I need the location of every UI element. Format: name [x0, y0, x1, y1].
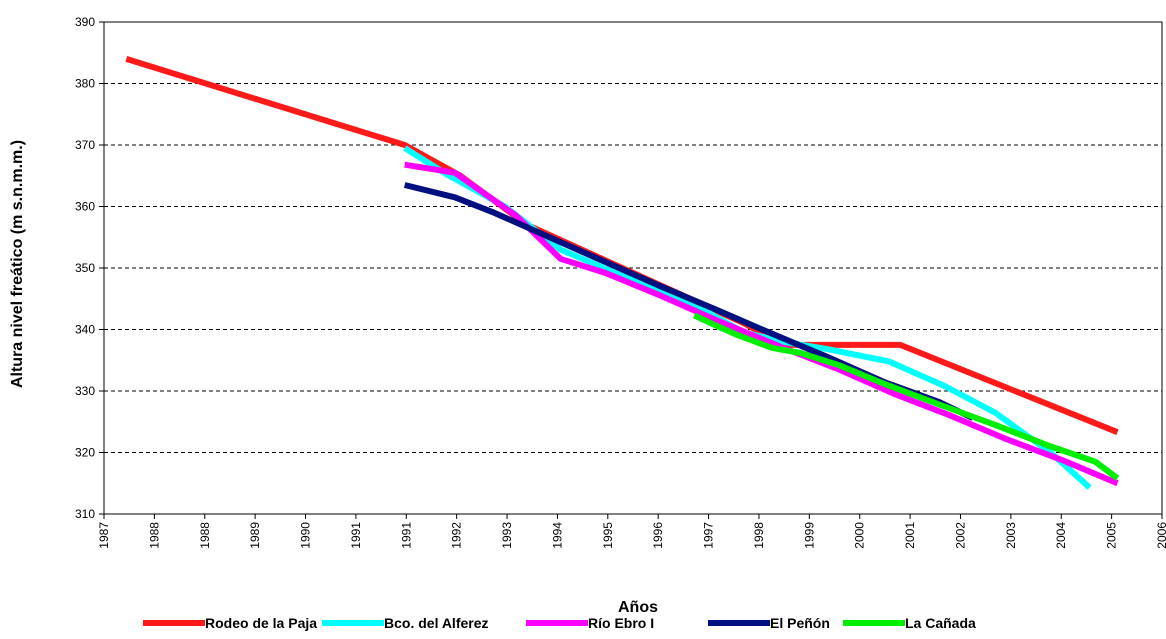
y-tick-label-320: 320	[75, 446, 95, 460]
x-tick-label-9: 1994	[550, 522, 564, 549]
y-tick-label-330: 330	[75, 384, 95, 398]
x-tick-label-13: 1998	[752, 522, 766, 549]
y-tick-label-360: 360	[75, 200, 95, 214]
legend-label-1: Rodeo de la Paja	[205, 615, 317, 631]
x-tick-label-1: 1988	[147, 522, 161, 549]
x-tick-label-14: 1999	[802, 522, 816, 549]
gridlines	[104, 83, 1162, 453]
y-tick-label-340: 340	[75, 323, 95, 337]
x-tick-label-10: 1995	[601, 522, 615, 549]
x-tick-label-5: 1991	[349, 522, 363, 549]
x-tick-label-8: 1993	[500, 522, 514, 549]
x-tick-label-2: 1988	[198, 522, 212, 549]
axes	[99, 21, 1163, 519]
x-tick-labels: 1987 1988 1988 1989 1990 1991 1991 1992 1993 1994…	[97, 522, 1166, 549]
x-tick-label-15: 2000	[853, 522, 867, 549]
y-tick-label-380: 380	[75, 77, 95, 91]
legend-label-2: Bco. del Alferez	[384, 615, 489, 631]
y-axis-title: Altura nivel freático (m s.n.m.m.)	[9, 140, 26, 388]
x-tick-label-20: 2005	[1105, 522, 1119, 549]
legend-label-4: El Peñón	[770, 615, 830, 631]
x-tick-label-21: 2006	[1155, 522, 1166, 549]
x-tick-label-18: 2003	[1004, 522, 1018, 549]
x-tick-label-19: 2004	[1054, 522, 1068, 549]
legend-label-3: Río Ebro I	[588, 615, 654, 631]
y-tick-label-310: 310	[75, 507, 95, 521]
legend-label-5: La Cañada	[905, 615, 976, 631]
x-tick-label-7: 1992	[450, 522, 464, 549]
x-tick-label-12: 1997	[702, 522, 716, 549]
x-tick-label-6: 1991	[399, 522, 413, 549]
x-axis-title: Años	[618, 599, 658, 616]
x-tick-label-4: 1990	[299, 522, 313, 549]
y-tick-label-370: 370	[75, 138, 95, 152]
x-tick-label-3: 1989	[248, 522, 262, 549]
series-lines	[125, 56, 1120, 490]
series-line-5	[693, 312, 1120, 481]
x-tick-label-0: 1987	[97, 522, 111, 549]
y-tick-label-390: 390	[75, 15, 95, 29]
y-tick-label-350: 350	[75, 261, 95, 275]
x-tick-label-16: 2001	[903, 522, 917, 549]
legend: Rodeo de la Paja Bco. del Alferez Río Ebro…	[143, 615, 976, 631]
x-tick-label-17: 2002	[953, 522, 967, 549]
x-tick-label-11: 1996	[651, 522, 665, 549]
y-tick-labels: 310 320 330 340 350 360 370 380 390	[75, 15, 95, 521]
